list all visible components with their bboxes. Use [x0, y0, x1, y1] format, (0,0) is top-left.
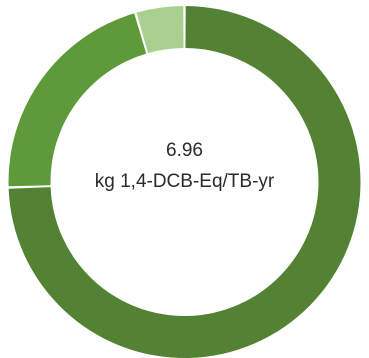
donut-slice-3	[136, 6, 184, 54]
donut-slice-2	[8, 13, 147, 187]
center-value-label: 6.96	[166, 140, 203, 161]
donut-slices	[8, 6, 361, 358]
center-unit-label: kg 1,4-DCB-Eq/TB-yr	[94, 171, 275, 192]
